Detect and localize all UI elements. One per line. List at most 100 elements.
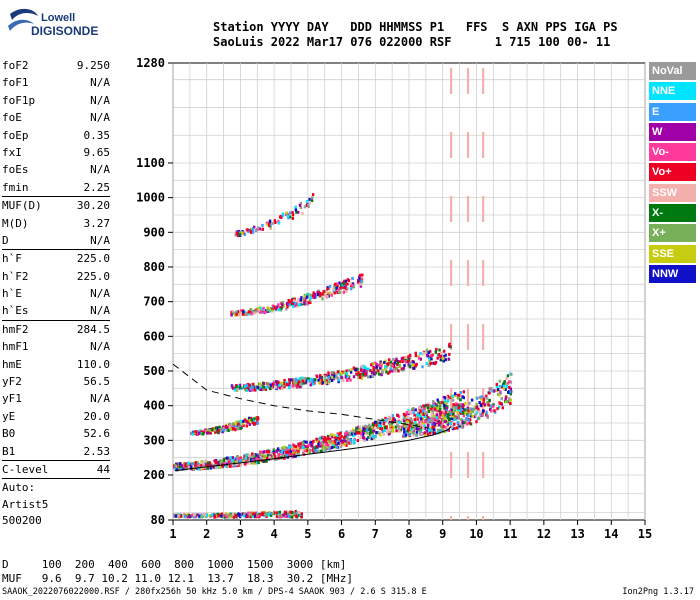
echo-point	[471, 407, 474, 411]
echo-point	[308, 298, 312, 302]
echo-point	[262, 450, 265, 454]
echo-point	[453, 409, 457, 413]
echo-point	[506, 381, 510, 385]
echo-point	[399, 421, 403, 424]
echo-point	[291, 455, 294, 459]
param-name: h`F	[2, 252, 22, 266]
echo-point	[358, 277, 361, 281]
echo-point	[379, 421, 382, 425]
param-row: yF1 N/A	[2, 390, 110, 407]
echo-point	[330, 379, 334, 382]
echo-point	[507, 400, 510, 404]
echo-point	[299, 383, 302, 387]
echo-point	[380, 364, 383, 368]
echo-point	[368, 423, 371, 427]
echo-point	[438, 348, 441, 352]
echo-point	[442, 359, 445, 363]
echo-point	[194, 463, 197, 467]
echo-point	[271, 304, 275, 308]
echo-point	[322, 438, 326, 442]
echo-point	[406, 431, 409, 435]
echo-point	[293, 304, 297, 308]
echo-point	[327, 447, 331, 451]
echo-point	[288, 447, 292, 451]
echo-point	[433, 407, 436, 411]
echo-point	[311, 193, 315, 197]
echo-point	[333, 439, 336, 443]
station-header: Station YYYY DAY DDD HHMMSS P1 FFS S AXN…	[213, 20, 618, 50]
echo-point	[296, 383, 299, 387]
echo-point	[398, 429, 401, 433]
echo-point	[309, 301, 312, 304]
echo-point	[471, 414, 474, 418]
echo-point	[269, 223, 272, 227]
legend-item: NNE	[649, 82, 696, 101]
echo-point	[250, 418, 253, 422]
echo-point	[360, 277, 364, 281]
echo-point	[418, 432, 422, 436]
echo-point	[262, 388, 265, 391]
echo-point	[366, 431, 369, 435]
echo-point	[333, 284, 336, 288]
echo-point	[362, 436, 365, 440]
legend-item: W	[649, 122, 696, 141]
echo-point	[329, 437, 332, 441]
echo-point	[279, 301, 283, 305]
param-row: B1 2.53	[2, 443, 110, 460]
echo-point	[231, 456, 234, 460]
echo-point	[360, 376, 364, 380]
param-name: fxI	[2, 145, 22, 159]
echo-point	[406, 420, 409, 424]
echo-point	[216, 430, 220, 434]
echo-point	[462, 414, 465, 418]
echo-point	[368, 431, 372, 435]
echo-point	[502, 381, 506, 385]
echo-point	[289, 449, 293, 453]
echo-point	[277, 380, 280, 384]
echo-point	[239, 427, 242, 430]
echo-point	[214, 460, 218, 464]
echo-point	[498, 384, 501, 388]
echo-point	[200, 463, 203, 467]
echo-point	[502, 384, 505, 388]
echo-point	[240, 386, 243, 390]
echo-point	[174, 463, 177, 467]
echo-point	[371, 434, 374, 438]
echo-point	[299, 444, 302, 448]
echo-point	[302, 449, 305, 452]
echo-point	[271, 382, 275, 386]
echo-point	[282, 382, 286, 385]
echo-point	[179, 514, 183, 518]
echo-point	[233, 388, 237, 392]
echo-point	[236, 313, 240, 317]
echo-point	[343, 436, 346, 440]
echo-point	[311, 440, 314, 444]
echo-trace	[230, 342, 452, 393]
echo-point	[289, 515, 292, 519]
echo-point	[238, 457, 242, 461]
echo-point	[253, 388, 257, 392]
echo-point	[420, 417, 423, 421]
echo-point	[240, 458, 243, 462]
echo-point	[261, 457, 264, 461]
echo-point	[351, 285, 354, 289]
echo-point	[314, 446, 317, 450]
echo-point	[227, 513, 230, 517]
param-row: h`F 225.0	[2, 249, 110, 267]
echo-point	[392, 364, 396, 368]
echo-point	[407, 355, 410, 359]
echo-point	[311, 196, 314, 200]
echo-point	[453, 426, 457, 430]
echo-point	[275, 380, 278, 384]
echo-point	[384, 365, 387, 369]
echo-point	[266, 223, 269, 227]
echo-point	[442, 401, 445, 405]
echo-point	[275, 449, 279, 453]
echo-point	[418, 406, 421, 410]
param-name: B1	[2, 444, 16, 458]
param-value: N/A	[90, 392, 110, 406]
echo-point	[395, 357, 398, 361]
echo-point	[219, 459, 222, 463]
echo-point	[495, 382, 498, 386]
param-row: h`Es N/A	[2, 302, 110, 319]
